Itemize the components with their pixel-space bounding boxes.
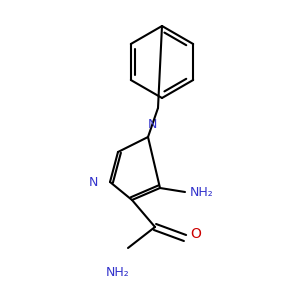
Text: NH₂: NH₂ xyxy=(190,185,214,199)
Text: N: N xyxy=(147,118,157,131)
Text: N: N xyxy=(88,176,98,188)
Text: NH₂: NH₂ xyxy=(106,266,130,278)
Text: O: O xyxy=(190,227,201,241)
